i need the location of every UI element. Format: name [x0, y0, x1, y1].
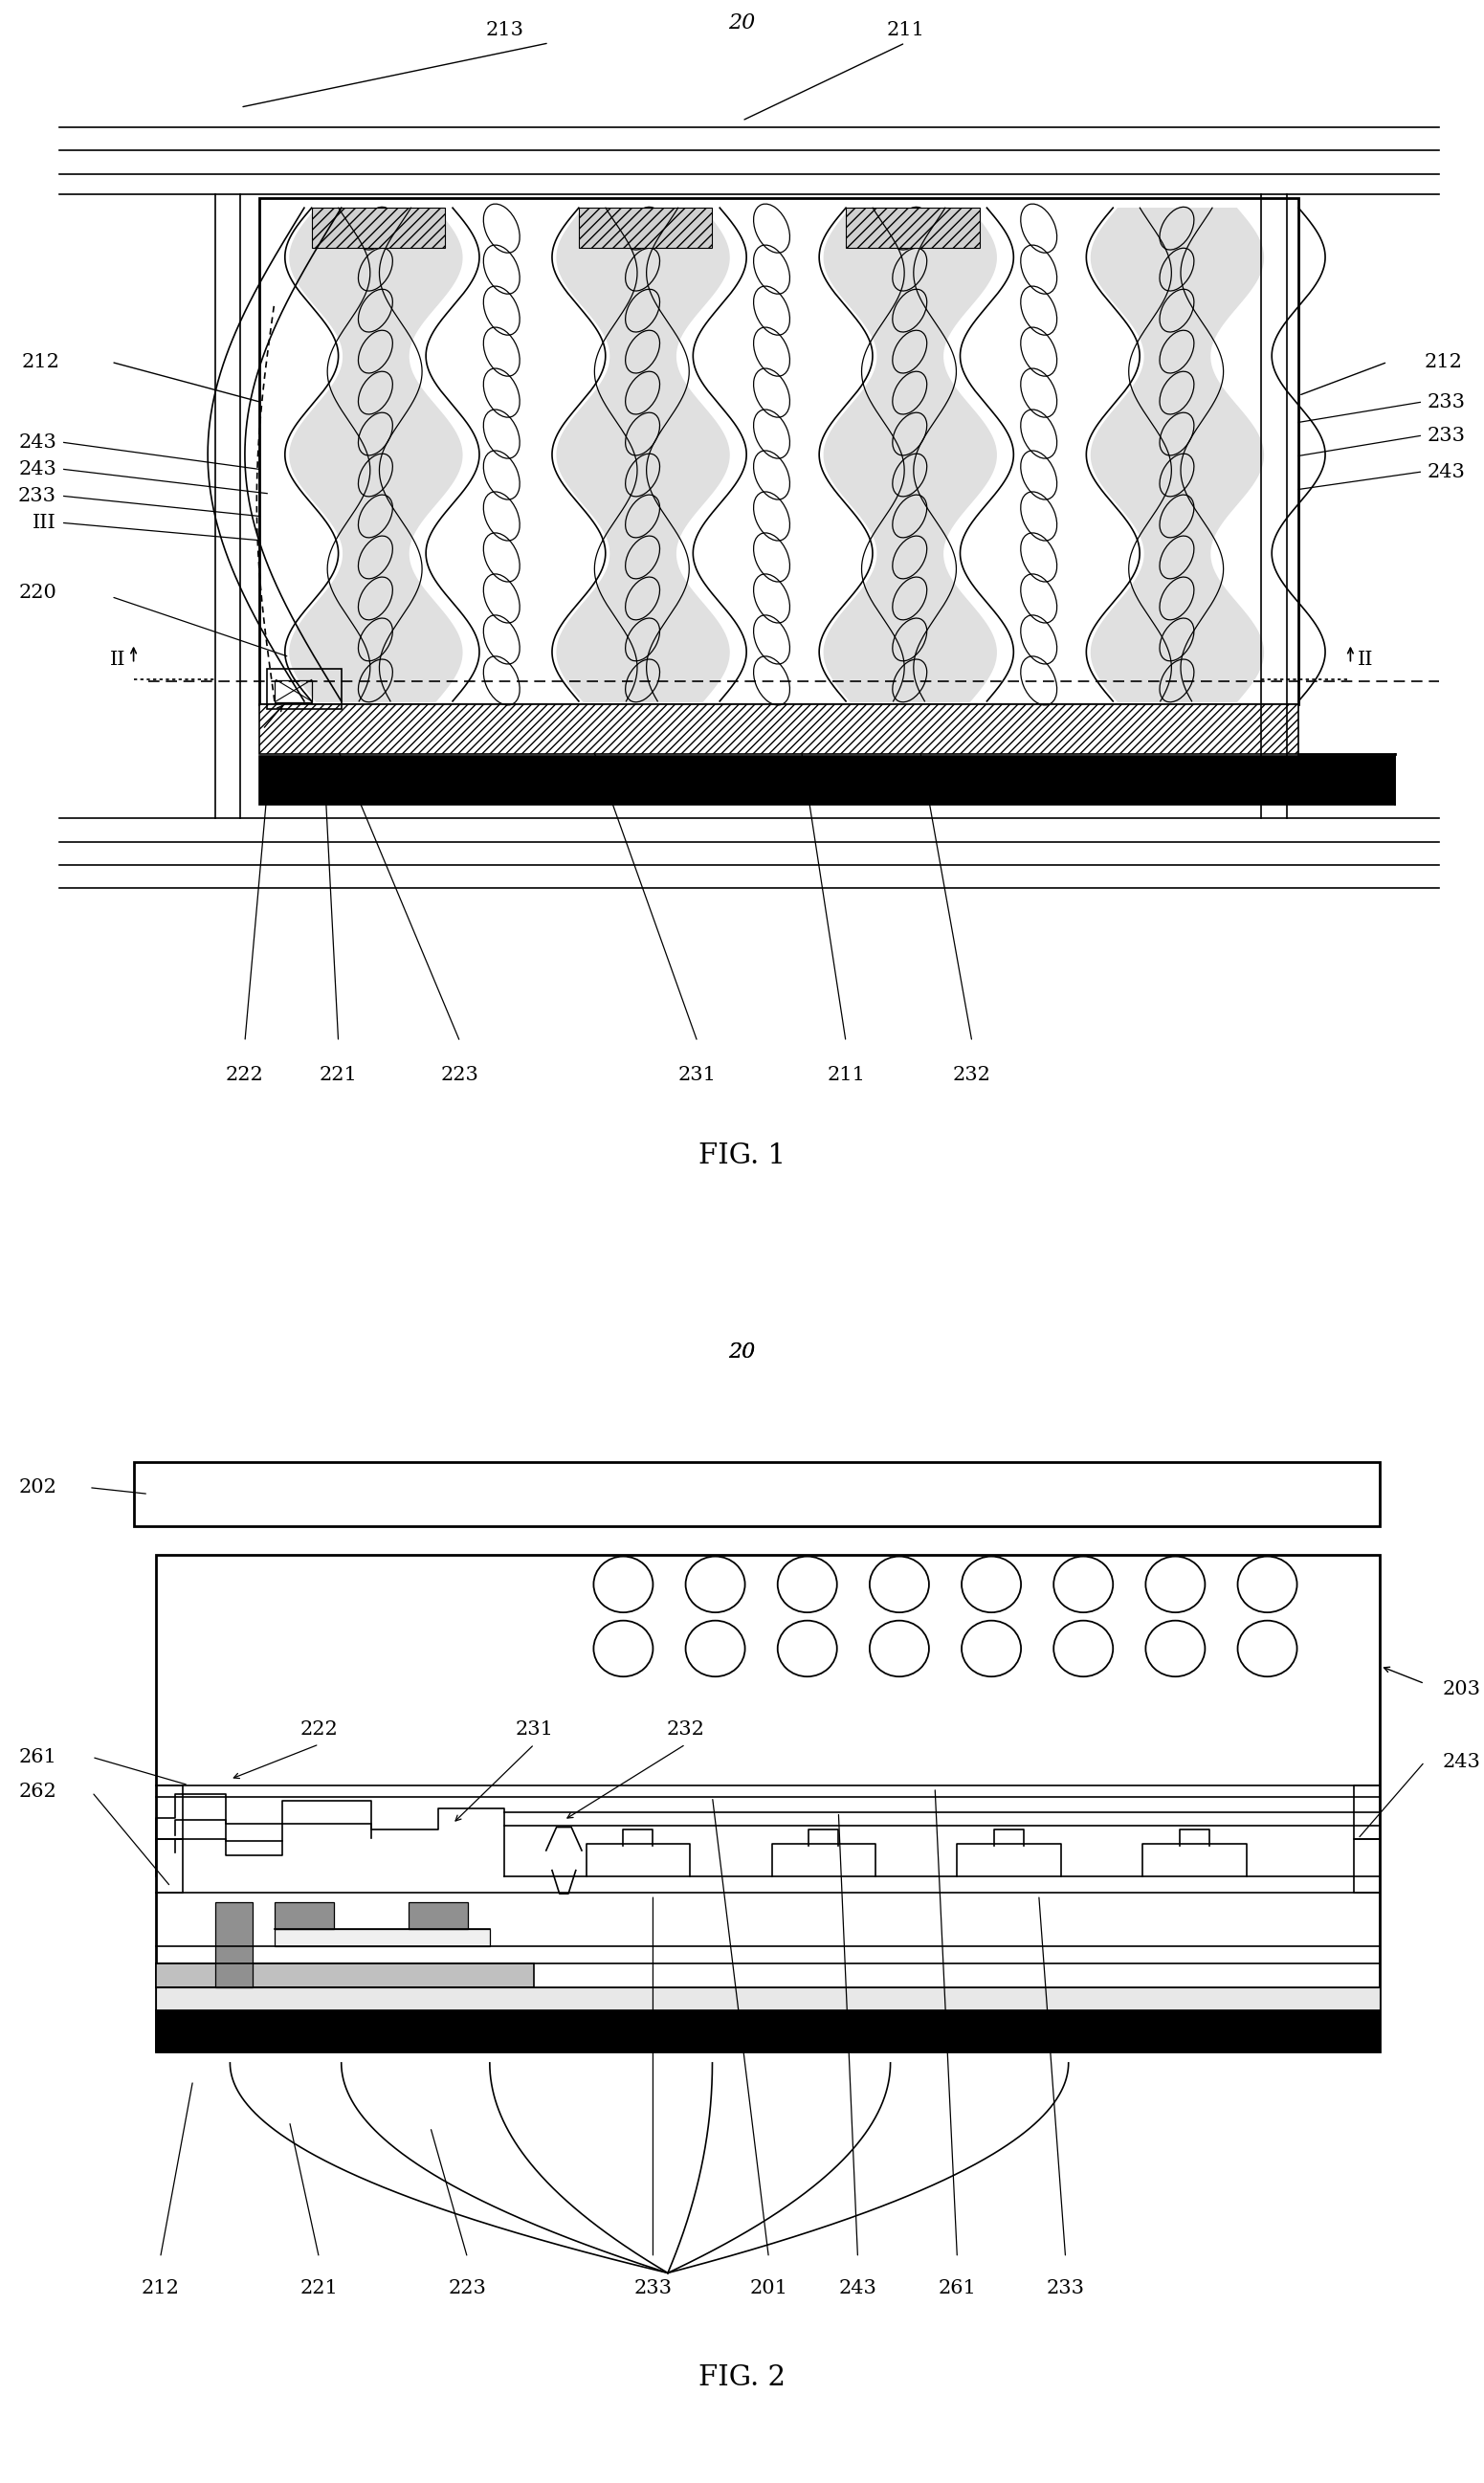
Bar: [156, 1986, 1380, 2011]
Text: 212: 212: [141, 2279, 180, 2297]
Text: 222: 222: [226, 1065, 264, 1085]
Bar: [408, 1902, 467, 1929]
Text: 201: 201: [749, 2279, 788, 2297]
Text: 243: 243: [1442, 1753, 1481, 1770]
Bar: [156, 1964, 534, 1986]
Text: 203: 203: [1442, 1681, 1481, 1698]
Text: 20: 20: [729, 12, 755, 35]
Text: 222: 222: [300, 1721, 338, 1738]
Text: 243: 243: [838, 2279, 877, 2297]
Text: FIG. 1: FIG. 1: [699, 1142, 785, 1169]
Polygon shape: [579, 209, 712, 248]
Polygon shape: [846, 209, 979, 248]
Text: 211: 211: [827, 1065, 865, 1085]
Text: 223: 223: [441, 1065, 479, 1085]
Text: 213: 213: [485, 20, 524, 40]
Text: 212: 212: [21, 353, 59, 370]
Text: 231: 231: [515, 1721, 554, 1738]
Text: 243: 243: [1428, 462, 1466, 482]
Bar: [275, 1902, 334, 1929]
Text: 243: 243: [18, 435, 56, 452]
Text: 233: 233: [1046, 2279, 1085, 2297]
Text: 212: 212: [1425, 353, 1463, 370]
Text: 202: 202: [18, 1477, 56, 1497]
Text: 223: 223: [448, 2279, 487, 2297]
Text: 243: 243: [18, 459, 56, 479]
Bar: [275, 1929, 490, 1947]
Bar: [260, 199, 1298, 705]
Text: 20: 20: [729, 1341, 755, 1363]
Text: III: III: [33, 514, 56, 531]
Text: 233: 233: [18, 487, 56, 504]
Polygon shape: [312, 209, 445, 248]
Text: 233: 233: [1428, 392, 1466, 412]
Text: II: II: [1358, 651, 1374, 668]
Text: 231: 231: [678, 1065, 717, 1085]
Bar: [275, 680, 312, 703]
Text: 261: 261: [18, 1748, 56, 1765]
Text: 232: 232: [666, 1721, 705, 1738]
Text: 20: 20: [729, 1341, 755, 1363]
Bar: [215, 1902, 252, 1986]
Text: 261: 261: [938, 2279, 976, 2297]
Bar: [134, 1462, 1380, 1527]
Text: 221: 221: [319, 1065, 358, 1085]
Text: 232: 232: [953, 1065, 991, 1085]
Bar: [260, 705, 1298, 752]
Text: 233: 233: [1428, 427, 1466, 444]
Text: 220: 220: [18, 584, 56, 601]
Bar: [156, 1554, 1380, 2051]
Bar: [156, 2011, 1380, 2051]
Text: II: II: [110, 651, 126, 668]
Text: FIG. 2: FIG. 2: [699, 2364, 785, 2391]
Text: 211: 211: [886, 20, 925, 40]
Text: 262: 262: [18, 1783, 56, 1800]
Bar: [267, 668, 341, 710]
Text: 221: 221: [300, 2279, 338, 2297]
Bar: [260, 757, 1395, 804]
Text: 233: 233: [634, 2279, 672, 2297]
